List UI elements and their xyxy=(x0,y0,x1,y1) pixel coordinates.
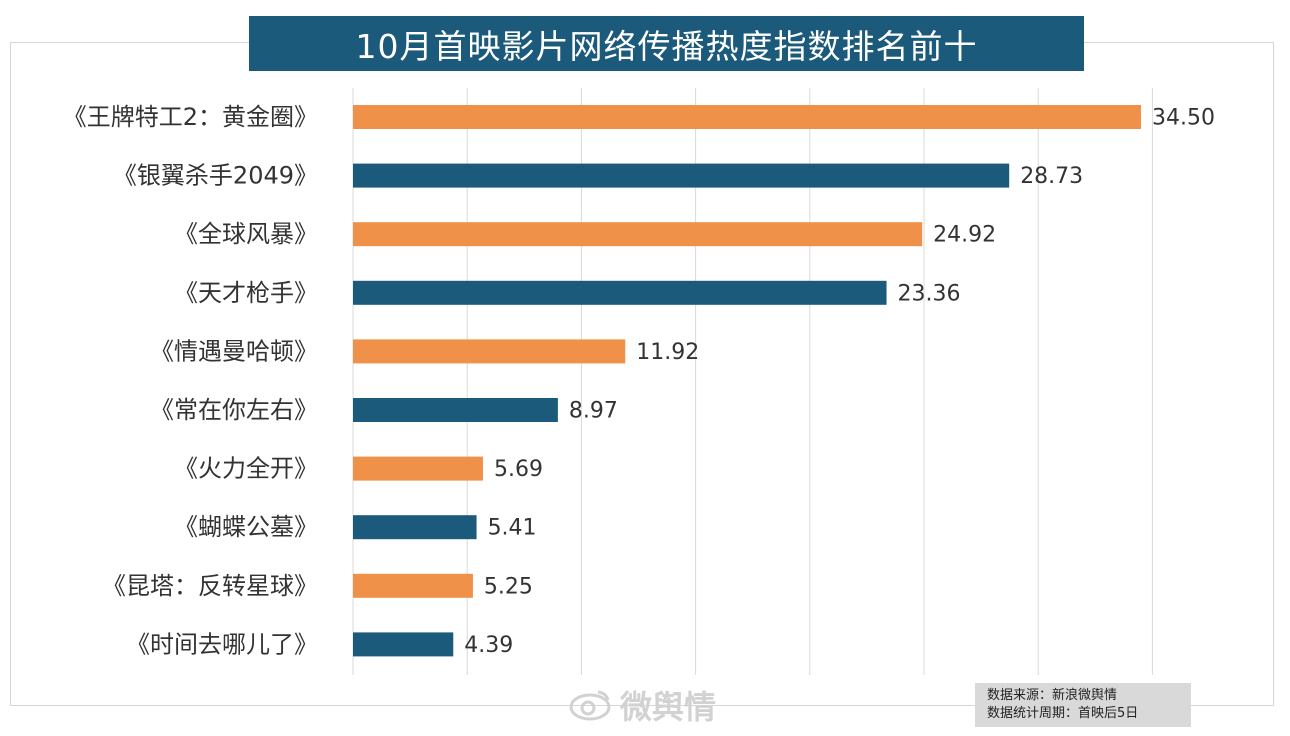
source-line-1: 数据来源：新浪微舆情 xyxy=(987,688,1118,703)
category-label: 《时间去哪儿了》 xyxy=(126,630,318,658)
bar xyxy=(353,573,473,598)
category-labels: 《王牌特工2：黄金圈》《银翼杀手2049》《全球风暴》《天才枪手》《情遇曼哈顿》… xyxy=(63,103,318,658)
category-label: 《情遇曼哈顿》 xyxy=(150,337,318,365)
category-label: 《蝴蝶公墓》 xyxy=(174,513,318,541)
bar xyxy=(353,163,1010,188)
category-label: 《银翼杀手2049》 xyxy=(113,162,318,190)
category-label: 《常在你左右》 xyxy=(150,396,318,424)
value-label: 5.69 xyxy=(494,457,543,482)
value-label: 8.97 xyxy=(569,399,618,424)
category-label: 《全球风暴》 xyxy=(174,220,318,248)
chart-frame xyxy=(10,42,1274,706)
value-label: 24.92 xyxy=(933,223,996,248)
source-line-2: 数据统计周期：首映后5日 xyxy=(987,706,1139,721)
value-label: 4.39 xyxy=(464,633,513,658)
value-label: 34.50 xyxy=(1152,106,1215,131)
category-label: 《火力全开》 xyxy=(174,455,318,483)
value-label: 11.92 xyxy=(636,340,699,365)
value-label: 28.73 xyxy=(1020,164,1083,189)
category-label: 《昆塔：反转星球》 xyxy=(102,572,318,600)
source-note: 数据来源：新浪微舆情 数据统计周期：首映后5日 xyxy=(975,683,1191,727)
watermark-text: 微舆情 xyxy=(620,688,717,726)
bars xyxy=(353,105,1141,657)
category-label: 《天才枪手》 xyxy=(174,279,318,307)
weibo-eye-icon xyxy=(569,690,611,721)
chart-title: 10月首映影片网络传播热度指数排名前十 xyxy=(249,16,1084,71)
category-label: 《王牌特工2：黄金圈》 xyxy=(63,103,318,131)
bar xyxy=(353,339,626,364)
value-label: 23.36 xyxy=(898,281,961,306)
bar xyxy=(353,222,923,247)
bar xyxy=(353,515,477,540)
bar xyxy=(353,105,1141,129)
bar xyxy=(353,456,483,481)
bar xyxy=(353,398,558,422)
value-labels: 34.50 28.73 24.92 23.36 11.92 8.97 5.69 5.41 5.2… xyxy=(464,106,1215,658)
watermark: 微舆情 xyxy=(568,682,716,728)
bar xyxy=(353,632,454,657)
bar xyxy=(353,280,887,305)
value-label: 5.25 xyxy=(484,574,533,599)
value-label: 5.41 xyxy=(488,516,537,541)
